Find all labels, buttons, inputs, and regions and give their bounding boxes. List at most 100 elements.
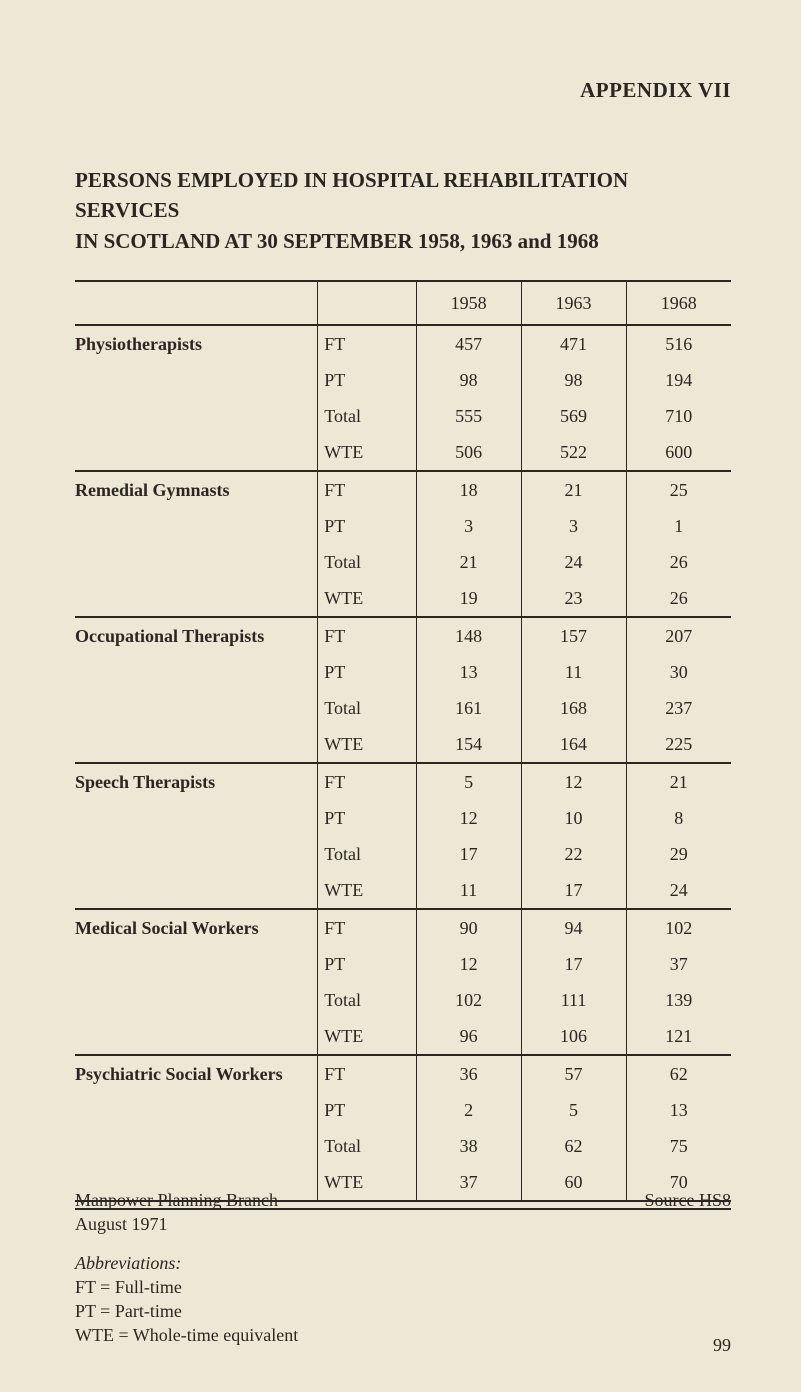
measure-label: PT [318,946,416,982]
measure-label: PT [318,800,416,836]
measure-label: WTE [318,872,416,908]
value-cell: 569 [521,398,626,434]
value-cell: 161 [416,690,521,726]
title-line-2: IN SCOTLAND AT 30 SEPTEMBER 1958, 1963 a… [75,229,599,253]
table-row: Medical Social WorkersFT9094102 [75,910,731,946]
measure-label: PT [318,362,416,398]
appendix-label: APPENDIX VII [580,78,731,103]
value-cell: 11 [521,654,626,690]
value-cell: 471 [521,326,626,362]
value-cell: 18 [416,472,521,508]
value-cell: 194 [626,362,731,398]
measure-label: Total [318,836,416,872]
value-cell: 21 [416,544,521,580]
value-cell: 90 [416,910,521,946]
value-cell: 26 [626,544,731,580]
value-cell: 24 [521,544,626,580]
value-cell: 25 [626,472,731,508]
table-row: Occupational TherapistsFT148157207 [75,618,731,654]
value-cell: 98 [416,362,521,398]
branch-line-2: August 1971 [75,1214,168,1234]
table-row: Speech TherapistsFT51221 [75,764,731,800]
measure-label: Total [318,1128,416,1164]
value-cell: 555 [416,398,521,434]
value-cell: 98 [521,362,626,398]
category-label: Speech Therapists [75,764,318,908]
abbr-line: FT = Full-time [75,1275,731,1299]
table-row: Psychiatric Social WorkersFT365762 [75,1056,731,1092]
value-cell: 30 [626,654,731,690]
abbr-line: PT = Part-time [75,1299,731,1323]
value-cell: 12 [521,764,626,800]
value-cell: 3 [521,508,626,544]
value-cell: 237 [626,690,731,726]
measure-label: WTE [318,726,416,762]
value-cell: 94 [521,910,626,946]
value-cell: 102 [416,982,521,1018]
value-cell: 24 [626,872,731,908]
value-cell: 17 [521,872,626,908]
branch-block: Manpower Planning Branch August 1971 [75,1188,278,1237]
value-cell: 13 [416,654,521,690]
value-cell: 2 [416,1092,521,1128]
value-cell: 62 [521,1128,626,1164]
value-cell: 506 [416,434,521,470]
category-label: Occupational Therapists [75,618,318,762]
measure-label: Total [318,690,416,726]
value-cell: 225 [626,726,731,762]
value-cell: 207 [626,618,731,654]
measure-label: FT [318,910,416,946]
value-cell: 38 [416,1128,521,1164]
page-title: PERSONS EMPLOYED IN HOSPITAL REHABILITAT… [75,165,731,256]
value-cell: 62 [626,1056,731,1092]
year-header: 1968 [626,282,731,324]
category-label: Physiotherapists [75,326,318,470]
measure-label: WTE [318,580,416,616]
branch-line-1: Manpower Planning Branch [75,1190,278,1210]
page-number: 99 [713,1335,731,1356]
value-cell: 457 [416,326,521,362]
measure-label: FT [318,472,416,508]
footer-block: Manpower Planning Branch August 1971 Sou… [75,1188,731,1348]
measure-label: WTE [318,1018,416,1054]
value-cell: 102 [626,910,731,946]
value-cell: 13 [626,1092,731,1128]
value-cell: 11 [416,872,521,908]
year-header: 1958 [416,282,521,324]
value-cell: 10 [521,800,626,836]
data-table: 195819631968PhysiotherapistsFT457471516P… [75,280,731,1210]
measure-label: PT [318,1092,416,1128]
measure-label: Total [318,398,416,434]
measure-label: FT [318,1056,416,1092]
measure-label: PT [318,654,416,690]
measure-label: FT [318,326,416,362]
page: APPENDIX VII PERSONS EMPLOYED IN HOSPITA… [0,0,801,1392]
value-cell: 23 [521,580,626,616]
measure-label: FT [318,618,416,654]
value-cell: 36 [416,1056,521,1092]
value-cell: 106 [521,1018,626,1054]
value-cell: 26 [626,580,731,616]
value-cell: 12 [416,946,521,982]
measure-label: Total [318,544,416,580]
measure-label: PT [318,508,416,544]
value-cell: 29 [626,836,731,872]
value-cell: 1 [626,508,731,544]
value-cell: 148 [416,618,521,654]
table-row: PhysiotherapistsFT457471516 [75,326,731,362]
measure-label: FT [318,764,416,800]
measure-label: WTE [318,434,416,470]
data-table-wrap: 195819631968PhysiotherapistsFT457471516P… [75,280,731,1210]
value-cell: 21 [626,764,731,800]
value-cell: 17 [416,836,521,872]
value-cell: 516 [626,326,731,362]
value-cell: 5 [521,1092,626,1128]
value-cell: 21 [521,472,626,508]
table-header-row: 195819631968 [75,282,731,324]
abbr-line: WTE = Whole-time equivalent [75,1323,731,1347]
value-cell: 37 [626,946,731,982]
value-cell: 5 [416,764,521,800]
category-label: Psychiatric Social Workers [75,1056,318,1200]
value-cell: 157 [521,618,626,654]
abbreviations-title: Abbreviations: [75,1251,731,1275]
